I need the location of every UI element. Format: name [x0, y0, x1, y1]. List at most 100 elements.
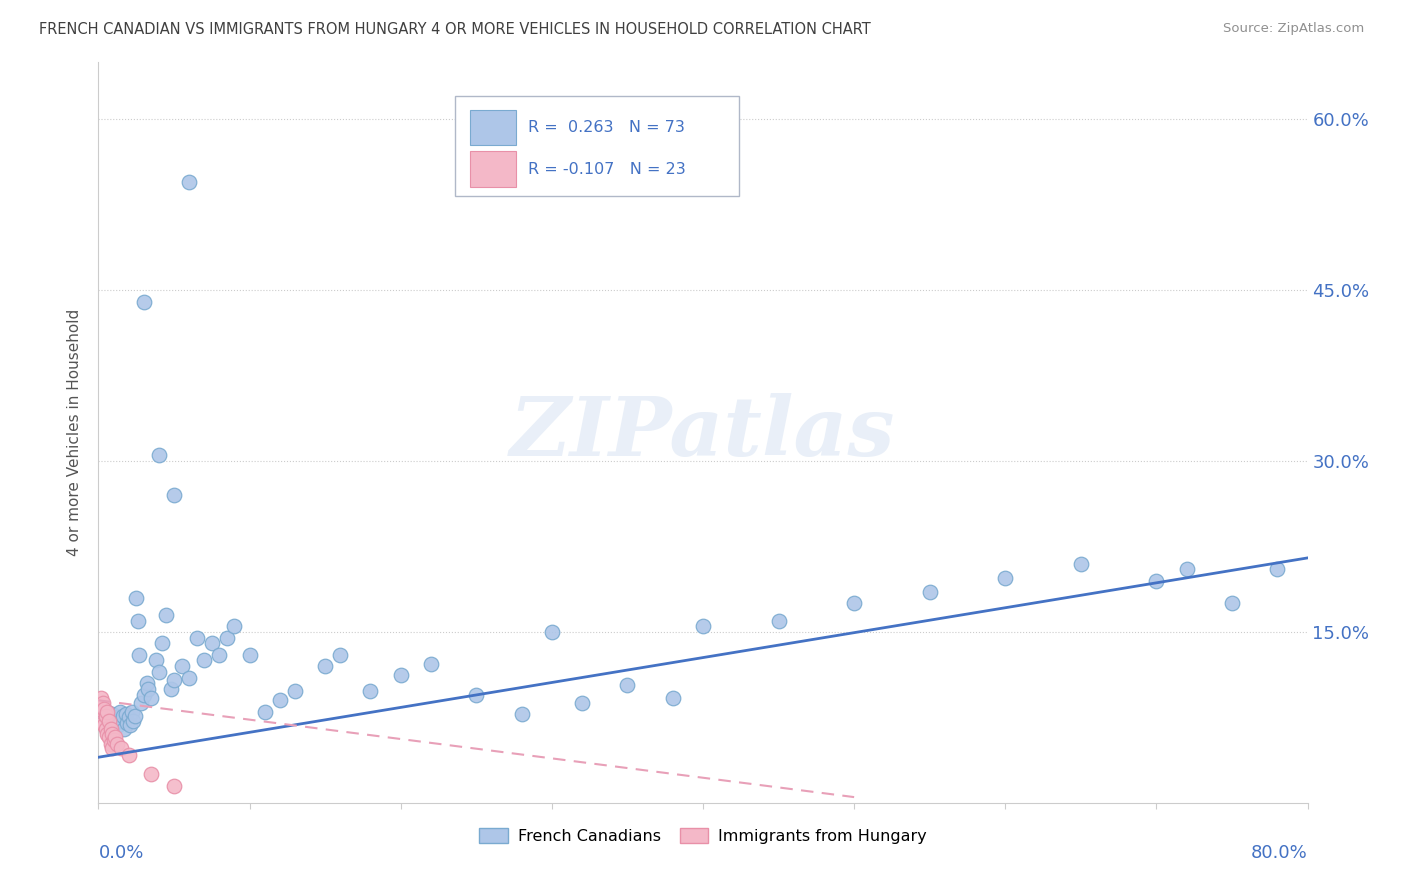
Point: [124, 709, 146, 723]
Point: [129, 696, 152, 710]
Point: [107, 718, 129, 732]
Point: [96, 705, 118, 719]
Point: [148, 665, 170, 679]
Point: [918, 585, 941, 599]
Point: [121, 705, 143, 719]
Text: FRENCH CANADIAN VS IMMIGRANTS FROM HUNGARY 4 OR MORE VEHICLES IN HOUSEHOLD CORRE: FRENCH CANADIAN VS IMMIGRANTS FROM HUNGA…: [39, 22, 872, 37]
Point: [329, 648, 352, 662]
Point: [540, 624, 562, 639]
Point: [132, 294, 155, 309]
Point: [98, 730, 121, 744]
FancyBboxPatch shape: [470, 152, 516, 186]
Point: [1220, 597, 1243, 611]
Point: [661, 691, 683, 706]
Point: [132, 688, 155, 702]
Point: [122, 714, 145, 728]
Point: [108, 705, 131, 719]
Point: [141, 767, 163, 781]
Text: R = -0.107   N = 23: R = -0.107 N = 23: [527, 161, 685, 177]
Point: [155, 607, 177, 622]
Point: [150, 636, 173, 650]
Point: [160, 681, 183, 696]
Point: [510, 706, 533, 721]
Point: [110, 714, 132, 728]
Point: [98, 714, 121, 728]
Text: 0.0%: 0.0%: [98, 844, 143, 862]
Point: [100, 722, 122, 736]
Point: [93, 710, 115, 724]
Point: [93, 718, 115, 732]
Point: [112, 722, 135, 736]
Point: [186, 631, 208, 645]
Point: [389, 668, 412, 682]
Point: [253, 705, 276, 719]
Point: [127, 614, 149, 628]
Point: [104, 716, 127, 731]
Point: [215, 631, 238, 645]
Text: 80.0%: 80.0%: [1251, 844, 1308, 862]
Point: [163, 779, 186, 793]
Point: [114, 706, 136, 721]
Point: [148, 449, 170, 463]
Point: [1144, 574, 1167, 588]
Point: [94, 722, 117, 736]
Point: [105, 737, 128, 751]
Point: [193, 653, 215, 667]
Point: [224, 619, 246, 633]
Point: [94, 718, 117, 732]
Point: [111, 709, 134, 723]
Point: [844, 597, 866, 611]
Point: [768, 614, 790, 628]
Point: [100, 722, 122, 736]
Point: [101, 727, 124, 741]
Point: [89, 702, 111, 716]
Point: [179, 671, 201, 685]
Point: [118, 710, 141, 724]
Point: [136, 681, 159, 696]
Legend: French Canadians, Immigrants from Hungary: French Canadians, Immigrants from Hungar…: [472, 822, 934, 850]
Point: [145, 653, 167, 667]
Point: [135, 676, 157, 690]
Point: [110, 741, 132, 756]
Point: [104, 730, 127, 744]
Point: [163, 488, 186, 502]
Point: [96, 705, 118, 719]
Point: [239, 648, 262, 662]
Point: [115, 716, 138, 731]
Point: [103, 713, 125, 727]
Text: ZIPatlas: ZIPatlas: [510, 392, 896, 473]
Point: [994, 571, 1017, 585]
Point: [1070, 557, 1092, 571]
Point: [98, 714, 121, 728]
Y-axis label: 4 or more Vehicles in Household: 4 or more Vehicles in Household: [67, 309, 83, 557]
Text: Source: ZipAtlas.com: Source: ZipAtlas.com: [1223, 22, 1364, 36]
Point: [101, 741, 124, 756]
Point: [360, 684, 382, 698]
Point: [314, 659, 336, 673]
Point: [103, 733, 125, 747]
Point: [128, 648, 150, 662]
Point: [100, 737, 122, 751]
FancyBboxPatch shape: [456, 95, 740, 195]
Point: [91, 716, 114, 731]
Point: [93, 702, 115, 716]
Text: R =  0.263   N = 73: R = 0.263 N = 73: [527, 120, 685, 135]
Point: [118, 747, 141, 762]
Point: [105, 710, 128, 724]
Point: [90, 691, 112, 706]
Point: [571, 696, 593, 710]
Point: [120, 718, 142, 732]
Point: [692, 619, 714, 633]
Point: [141, 691, 163, 706]
Point: [465, 688, 488, 702]
Point: [91, 696, 114, 710]
FancyBboxPatch shape: [470, 110, 516, 145]
Point: [269, 693, 291, 707]
Point: [1267, 562, 1289, 576]
Point: [96, 727, 118, 741]
Point: [125, 591, 148, 605]
Point: [201, 636, 224, 650]
Point: [284, 684, 307, 698]
Point: [1175, 562, 1198, 576]
Point: [420, 657, 443, 671]
